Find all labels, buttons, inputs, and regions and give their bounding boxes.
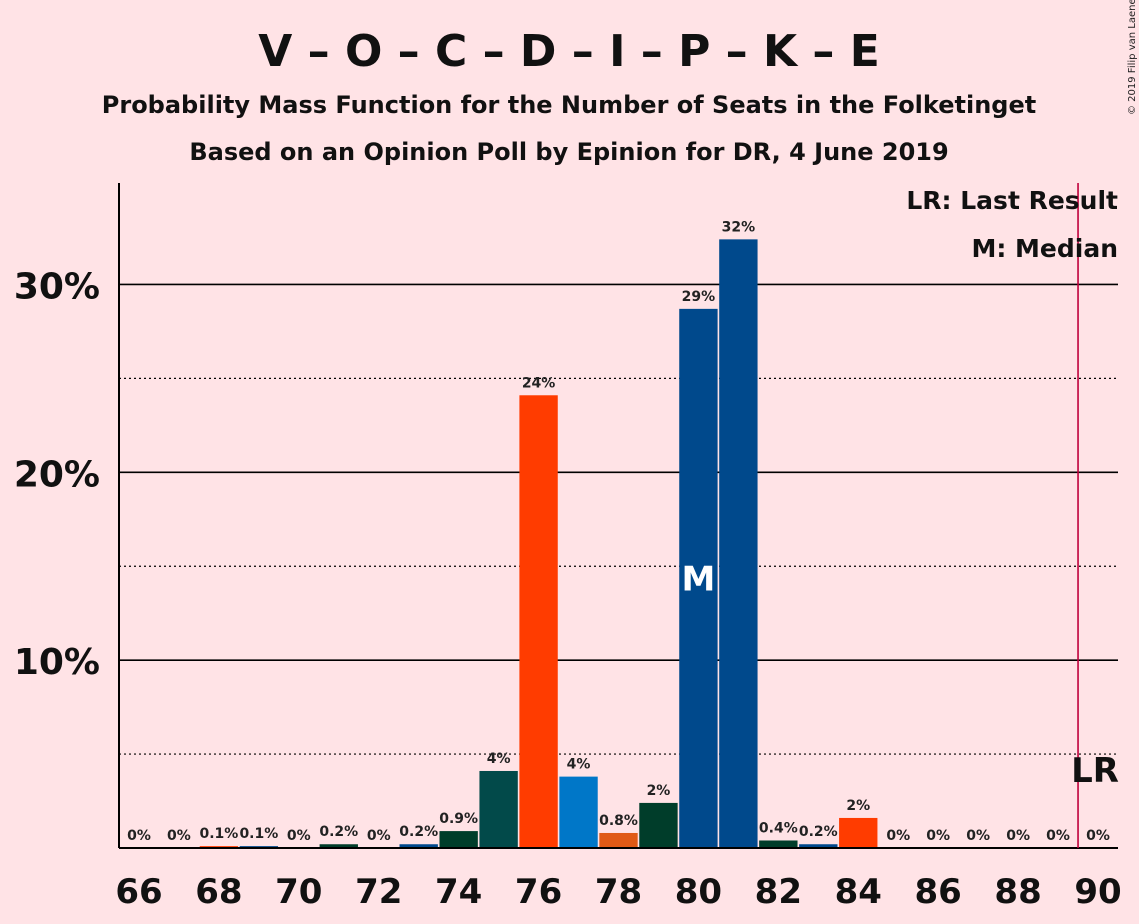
x-tick-label: 80 (675, 872, 722, 912)
legend-last-result: LR: Last Result (906, 186, 1118, 215)
gridlines (119, 283, 1118, 755)
x-tick-label: 90 (1074, 872, 1121, 912)
x-tick-label: 82 (755, 872, 802, 912)
x-tick-label: 72 (355, 872, 402, 912)
x-tick-label: 70 (275, 872, 322, 912)
bar-value-label: 0.8% (599, 813, 638, 829)
bar-value-label: 0% (1086, 828, 1110, 844)
bar (839, 817, 878, 848)
bar-value-label: 0.4% (759, 820, 798, 836)
bar-value-label: 29% (682, 289, 716, 305)
x-tick-label: 84 (835, 872, 882, 912)
bar (719, 239, 758, 848)
bar (799, 844, 838, 848)
bar-value-label: 2% (647, 783, 671, 799)
x-tick-label: 66 (115, 872, 162, 912)
chart-subtitle-1: Probability Mass Function for the Number… (102, 91, 1036, 119)
y-tick-label: 20% (14, 454, 100, 495)
y-tick-label: 30% (14, 266, 100, 307)
bar-value-label: 0.2% (799, 824, 838, 840)
bar (479, 770, 518, 848)
bar (559, 776, 598, 848)
bar-value-label: 0.1% (199, 826, 238, 842)
bar-value-label: 4% (567, 757, 591, 773)
bar-value-label: 0.2% (319, 824, 358, 840)
bar-value-label: 0% (1046, 828, 1070, 844)
x-tick-label: 74 (435, 872, 482, 912)
bar (519, 395, 558, 848)
bar-value-label: 0% (127, 828, 151, 844)
bar-value-label: 0.2% (399, 824, 438, 840)
copyright-note: © 2019 Filip van Laenen (1127, 0, 1138, 115)
bar-value-label: 24% (522, 375, 556, 391)
bar (639, 802, 678, 848)
legend-median: M: Median (971, 234, 1118, 263)
bar-value-label: 0% (966, 828, 990, 844)
chart-subtitle-2: Based on an Opinion Poll by Epinion for … (189, 138, 948, 166)
bar (759, 840, 798, 848)
bars (199, 239, 878, 848)
bar-value-label: 0% (1006, 828, 1030, 844)
bar (399, 844, 438, 848)
bar-value-label: 0.1% (239, 826, 278, 842)
bar-value-label: 0.9% (439, 811, 478, 827)
bar-value-label: 0% (926, 828, 950, 844)
annotations: M LR LR: Last Result M: Median (681, 183, 1119, 848)
bar-value-label: 32% (722, 219, 756, 235)
axes: 10% 20% 30% 66 68 70 72 74 76 78 80 82 84 86 88 90 (14, 183, 1122, 912)
x-tick-label: 86 (915, 872, 962, 912)
bar (679, 308, 718, 848)
bar-value-label: 2% (846, 798, 870, 814)
x-tick-label: 76 (515, 872, 562, 912)
median-marker: M (681, 559, 715, 599)
x-tick-label: 88 (994, 872, 1041, 912)
bar (319, 844, 358, 848)
x-tick-label: 78 (595, 872, 642, 912)
bar-value-label: 0% (367, 828, 391, 844)
x-tick-label: 68 (195, 872, 242, 912)
bar-value-label: 4% (487, 751, 511, 767)
value-labels: 0% 0% 0.1% 0.1% 0% 0.2% 0% 0.2%0.9%4%24%4%0.8%2… (127, 219, 1110, 844)
bar-value-label: 0% (167, 828, 191, 844)
bar (599, 832, 638, 848)
bar (439, 831, 478, 848)
y-tick-label: 10% (14, 642, 100, 683)
last-result-marker: LR (1071, 751, 1119, 791)
bar-value-label: 0% (886, 828, 910, 844)
chart-title: V – O – C – D – I – P – K – E (258, 26, 880, 77)
bar-value-label: 0% (287, 828, 311, 844)
